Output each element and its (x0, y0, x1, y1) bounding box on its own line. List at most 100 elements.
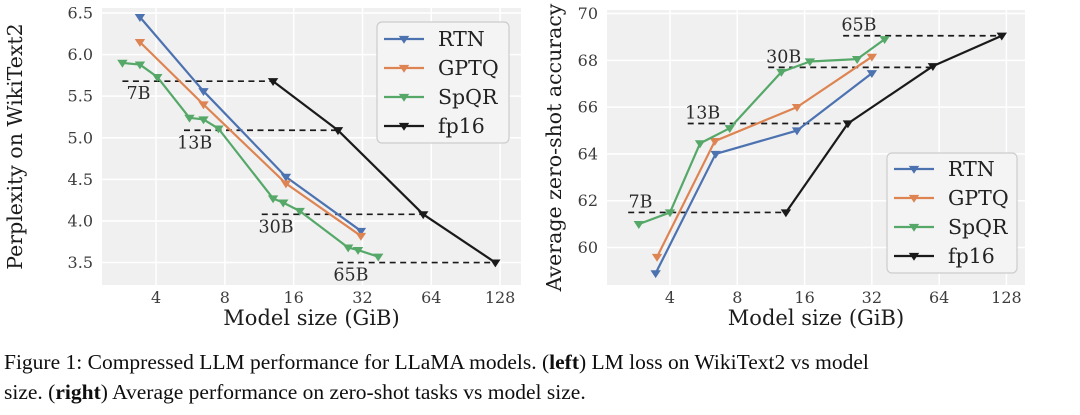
x-tick-label: 16 (794, 288, 814, 307)
legend-marker-fp16 (398, 122, 410, 131)
marker-SpQR (342, 244, 354, 253)
x-tick-label: 16 (284, 288, 304, 307)
marker-SpQR (267, 195, 279, 204)
legend-label-SpQR: SpQR (948, 215, 1008, 239)
caption-text: Figure 1: Compressed LLM performance for… (4, 350, 550, 374)
left-chart-perplexity: 7B 13B 30B 65B 4 8 16 32 64 128 3.5 4.0 4.5 5.0 5.5 6.0… (3, 3, 521, 330)
marker-SpQR (373, 253, 384, 262)
x-axis-label: Model size (GiB) (728, 306, 904, 330)
marker-fp16 (927, 63, 939, 71)
y-tick-label: 4.0 (68, 211, 93, 230)
marker-fp16 (490, 259, 501, 268)
marker-GPTQ (791, 104, 803, 112)
marker-SpQR (776, 68, 787, 77)
annotation-label-65B: 65B (333, 266, 368, 286)
marker-SpQR (724, 125, 735, 133)
marker-SpQR (664, 209, 676, 218)
series-line-RTN (139, 16, 362, 232)
annotation-label-30B: 30B (766, 47, 801, 67)
annotation-label-30B: 30B (259, 217, 294, 237)
annotation-label-13B: 13B (685, 104, 720, 124)
y-tick-label: 60 (578, 238, 598, 257)
annotation-label-13B: 13B (177, 133, 212, 153)
annotation-label-7B: 7B (126, 84, 150, 104)
marker-SpQR (633, 221, 644, 229)
y-tick-label: 5.0 (68, 128, 93, 147)
marker-SpQR (152, 73, 163, 82)
legend-box (886, 152, 1018, 274)
x-tick-label: 64 (929, 288, 949, 307)
marker-fp16 (267, 78, 279, 87)
marker-SpQR (879, 36, 890, 45)
right-chart-zero-shot-accuracy: 7B 13B 30B 65B 4 8 16 32 64 128 60 62 64 66 68 70 Model … (542, 3, 1025, 330)
x-tick-label: 128 (991, 288, 1022, 307)
y-tick-label: 6.5 (68, 3, 93, 22)
caption-line-2: size. (right) Average performance on zer… (4, 377, 1078, 407)
marker-SpQR (117, 59, 128, 68)
marker-fp16 (418, 211, 429, 220)
x-tick-label: 32 (352, 288, 372, 307)
legend-label-GPTQ: GPTQ (948, 186, 1009, 210)
marker-RTN (650, 270, 661, 279)
y-axis-label: Average zero-shot accuracy (542, 3, 566, 292)
marker-SpQR (294, 207, 305, 216)
caption-text: ) Average performance on zero-shot tasks… (100, 380, 586, 404)
marker-fp16 (996, 32, 1007, 41)
legend-label-RTN: RTN (948, 157, 995, 181)
x-tick-label: 8 (732, 288, 742, 307)
series-line-fp16 (272, 80, 496, 264)
series-line-fp16 (784, 34, 1003, 214)
marker-SpQR (804, 58, 816, 67)
y-tick-label: 62 (578, 191, 598, 210)
legend-marker-RTN (908, 165, 920, 174)
marker-SpQR (278, 199, 289, 208)
legend-marker-SpQR (398, 93, 410, 102)
x-axis-label: Model size (GiB) (223, 306, 399, 330)
y-tick-label: 5.5 (68, 87, 93, 106)
y-tick-label: 4.5 (68, 170, 93, 189)
caption-text: ) LM loss on WikiText2 vs model (578, 350, 869, 374)
legend-marker-RTN (398, 35, 410, 44)
marker-fp16 (780, 209, 792, 218)
y-tick-label: 6.0 (68, 45, 93, 64)
marker-RTN (198, 88, 209, 96)
legend-marker-fp16 (908, 252, 920, 261)
marker-GPTQ (866, 53, 878, 62)
x-tick-label: 4 (665, 288, 675, 307)
charts-row: 7B 13B 30B 65B 4 8 16 32 64 128 3.5 4.0 4.5 5.0 5.5 6.0… (3, 3, 1025, 330)
x-tick-label: 32 (862, 288, 882, 307)
y-tick-label: 68 (578, 51, 598, 70)
y-tick-label: 64 (578, 144, 598, 163)
marker-GPTQ (198, 101, 209, 110)
marker-SpQR (213, 125, 224, 134)
marker-GPTQ (709, 137, 721, 146)
figure-caption: Figure 1: Compressed LLM performance for… (4, 347, 1078, 407)
marker-RTN (791, 127, 803, 136)
marker-SpQR (198, 116, 209, 125)
marker-GPTQ (651, 253, 663, 262)
marker-RTN (134, 14, 146, 22)
legend-marker-SpQR (908, 223, 920, 232)
marker-SpQR (851, 56, 863, 64)
marker-SpQR (184, 114, 195, 123)
legend-label-GPTQ: GPTQ (438, 56, 499, 80)
marker-fp16 (842, 120, 854, 129)
legend-marker-GPTQ (398, 64, 410, 73)
series-line-RTN (654, 72, 873, 274)
x-tick-label: 128 (485, 288, 516, 307)
caption-bold-left: left (549, 350, 579, 374)
marker-SpQR (134, 61, 146, 70)
marker-fp16 (332, 127, 344, 136)
legend-box (376, 21, 510, 144)
marker-RTN (280, 173, 292, 182)
y-tick-label: 3.5 (68, 253, 93, 272)
marker-RTN (710, 150, 721, 159)
annotation-label-65B: 65B (841, 16, 876, 36)
y-tick-label: 70 (578, 4, 598, 23)
annotation-label-7B: 7B (628, 192, 652, 212)
marker-SpQR (352, 246, 364, 255)
marker-GPTQ (134, 39, 146, 47)
series-line-GPTQ (139, 41, 362, 237)
x-tick-label: 64 (421, 288, 441, 307)
